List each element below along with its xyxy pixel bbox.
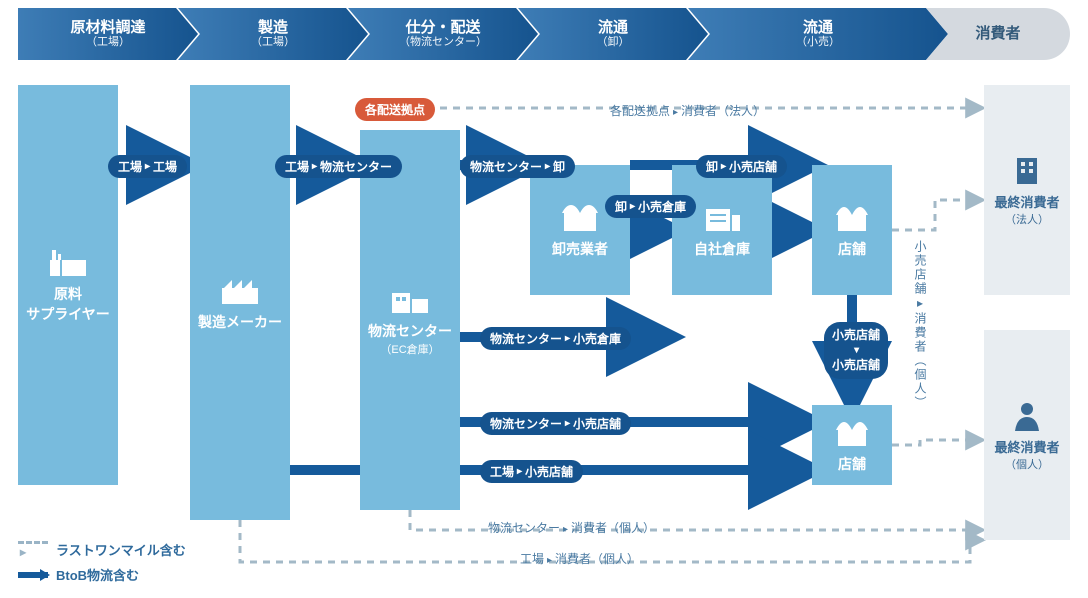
- chev-raw: 原材料調達 （工場）: [18, 8, 198, 60]
- chev-title: 流通: [803, 20, 833, 37]
- pill-logi-wholesale: 物流センター▸卸: [460, 155, 575, 178]
- node-label: 製造メーカー: [198, 312, 282, 332]
- node-logistics: 物流センター （EC倉庫）: [360, 130, 460, 510]
- pill-factory-logi: 工場▸物流センター: [275, 155, 402, 178]
- building-icon: [1007, 154, 1047, 186]
- chev-sub: （物流センター）: [399, 36, 487, 48]
- legend: ラストワンマイル含む BtoB物流含む: [18, 534, 186, 584]
- node-label: 店舗: [838, 239, 866, 259]
- chev-title: 原材料調達: [70, 20, 145, 37]
- chev-sub: （工場）: [251, 36, 295, 48]
- person-icon: [1007, 399, 1047, 431]
- header-chevrons: 原材料調達 （工場） 製造 （工場） 仕分・配送 （物流センター） 流通 （卸）…: [18, 8, 1070, 60]
- node-label: 自社倉庫: [694, 239, 750, 259]
- node-wholesaler: 卸売業者: [530, 165, 630, 295]
- factory-icon: [220, 274, 260, 306]
- chev-make: 製造 （工場）: [178, 8, 368, 60]
- node-store-2: 店舗: [812, 405, 892, 485]
- factory-icon: [48, 246, 88, 278]
- node-store-1: 店舗: [812, 165, 892, 295]
- chev-dist1: 流通 （卸）: [518, 8, 708, 60]
- chev-dist2: 流通 （小売）: [688, 8, 948, 60]
- flow-label-hub-b2b: 各配送拠点▸消費者（法人）: [610, 102, 765, 119]
- node-label: 最終消費者: [994, 437, 1059, 456]
- node-label: 原料サプライヤー: [26, 284, 110, 324]
- shop-icon: [832, 416, 872, 448]
- chev-title: 製造: [258, 20, 288, 37]
- warehouse-icon: [702, 201, 742, 233]
- legend-dashed: ラストワンマイル含む: [18, 540, 186, 559]
- node-sublabel: （法人）: [1005, 211, 1049, 227]
- pill-distribution-hubs: 各配送拠点: [355, 98, 435, 121]
- chev-title: 仕分・配送: [405, 20, 480, 37]
- chev-title: 流通: [598, 20, 628, 37]
- diagram-root: 原材料調達 （工場） 製造 （工場） 仕分・配送 （物流センター） 流通 （卸）…: [0, 0, 1088, 598]
- node-label: 物流センター: [368, 321, 452, 341]
- pill-wholesale-warehouse: 卸▸小売倉庫: [605, 195, 696, 218]
- pill-wholesale-store: 卸▸小売店舗: [696, 155, 787, 178]
- flow-label-logi-b2c: 物流センター▸消費者（個人）: [488, 519, 655, 536]
- warehouse-icon: [390, 283, 430, 315]
- pill-factory-store: 工場▸小売店舗: [480, 460, 583, 483]
- node-consumer-b2c: 最終消費者 （個人）: [984, 330, 1070, 540]
- chev-sub: （卸）: [597, 36, 630, 48]
- chev-sub: （工場）: [86, 36, 130, 48]
- node-sublabel: （EC倉庫）: [380, 341, 439, 357]
- node-maker: 製造メーカー: [190, 85, 290, 520]
- shop-icon: [560, 201, 600, 233]
- shop-icon: [832, 201, 872, 233]
- node-label: 最終消費者: [994, 192, 1059, 211]
- pill-store-store: 小売店舗 ▸ 小売店舗: [824, 322, 888, 379]
- node-consumer-b2b: 最終消費者 （法人）: [984, 85, 1070, 295]
- node-label: 店舗: [838, 454, 866, 474]
- node-label: 卸売業者: [552, 239, 608, 259]
- node-supplier: 原料サプライヤー: [18, 85, 118, 485]
- node-own-warehouse: 自社倉庫: [672, 165, 772, 295]
- chev-sub: （小売）: [796, 36, 840, 48]
- chev-sort: 仕分・配送 （物流センター）: [348, 8, 538, 60]
- pill-logi-warehouse: 物流センター▸小売倉庫: [480, 327, 631, 350]
- flow-label-store-b2c-vertical: 小売店舗▸消費者（個人）: [912, 240, 929, 410]
- node-sublabel: （個人）: [1005, 456, 1049, 472]
- pill-factory-factory: 工場▸工場: [108, 155, 187, 178]
- flow-label-factory-b2c: 工場▸消費者（個人）: [520, 550, 639, 567]
- chev-title: 消費者: [975, 26, 1020, 43]
- legend-solid: BtoB物流含む: [18, 565, 186, 584]
- pill-logi-store: 物流センター▸小売店舗: [480, 412, 631, 435]
